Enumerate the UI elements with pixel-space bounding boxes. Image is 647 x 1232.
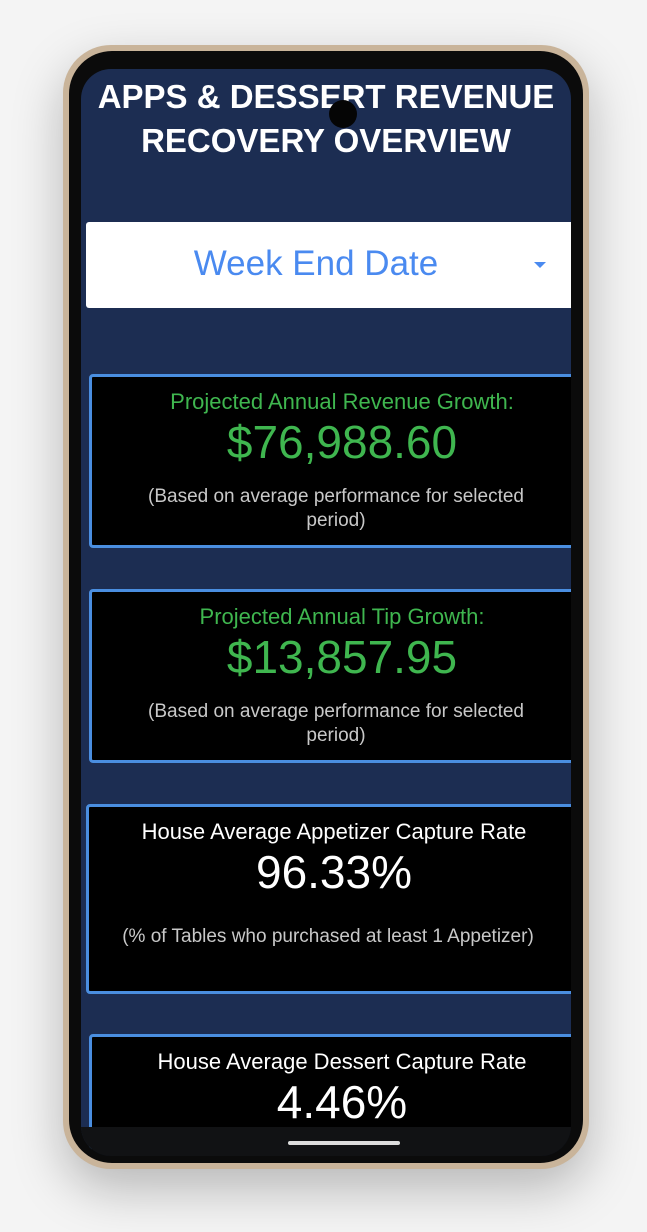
card-value: 96.33% xyxy=(255,846,412,898)
home-indicator[interactable] xyxy=(288,1141,400,1145)
caret-down-icon xyxy=(534,262,546,268)
card-note: (Based on average performance for select… xyxy=(148,701,524,746)
card-heading: Projected Annual Tip Growth: xyxy=(199,604,485,629)
appetizer-capture-card: House Average Appetizer Capture Rate 96.… xyxy=(86,804,571,994)
card-value: $76,988.60 xyxy=(226,416,458,468)
page-title: APPS & DESSERT REVENUE RECOVERY OVERVIEW xyxy=(81,75,571,163)
dropdown-label: Week End Date xyxy=(193,244,439,283)
card-note: (% of Tables who purchased at least 1 Ap… xyxy=(122,926,534,947)
title-line-2: RECOVERY OVERVIEW xyxy=(141,122,511,159)
tip-growth-card: Projected Annual Tip Growth: $13,857.95 … xyxy=(89,589,571,763)
card-value: 4.46% xyxy=(276,1076,408,1128)
revenue-growth-card: Projected Annual Revenue Growth: $76,988… xyxy=(89,374,571,548)
phone-frame: APPS & DESSERT REVENUE RECOVERY OVERVIEW… xyxy=(63,45,589,1169)
screen: APPS & DESSERT REVENUE RECOVERY OVERVIEW… xyxy=(81,69,571,1156)
card-note: (Based on average performance for select… xyxy=(148,486,524,531)
camera-icon xyxy=(329,100,357,128)
phone-bezel: APPS & DESSERT REVENUE RECOVERY OVERVIEW… xyxy=(69,51,583,1163)
card-value: $13,857.95 xyxy=(226,631,458,683)
title-line-1: APPS & DESSERT REVENUE xyxy=(97,78,555,115)
card-heading: House Average Dessert Capture Rate xyxy=(157,1049,527,1074)
week-end-date-dropdown[interactable]: Week End Date xyxy=(86,222,571,308)
card-heading: Projected Annual Revenue Growth: xyxy=(170,389,514,414)
card-heading: House Average Appetizer Capture Rate xyxy=(141,819,527,844)
